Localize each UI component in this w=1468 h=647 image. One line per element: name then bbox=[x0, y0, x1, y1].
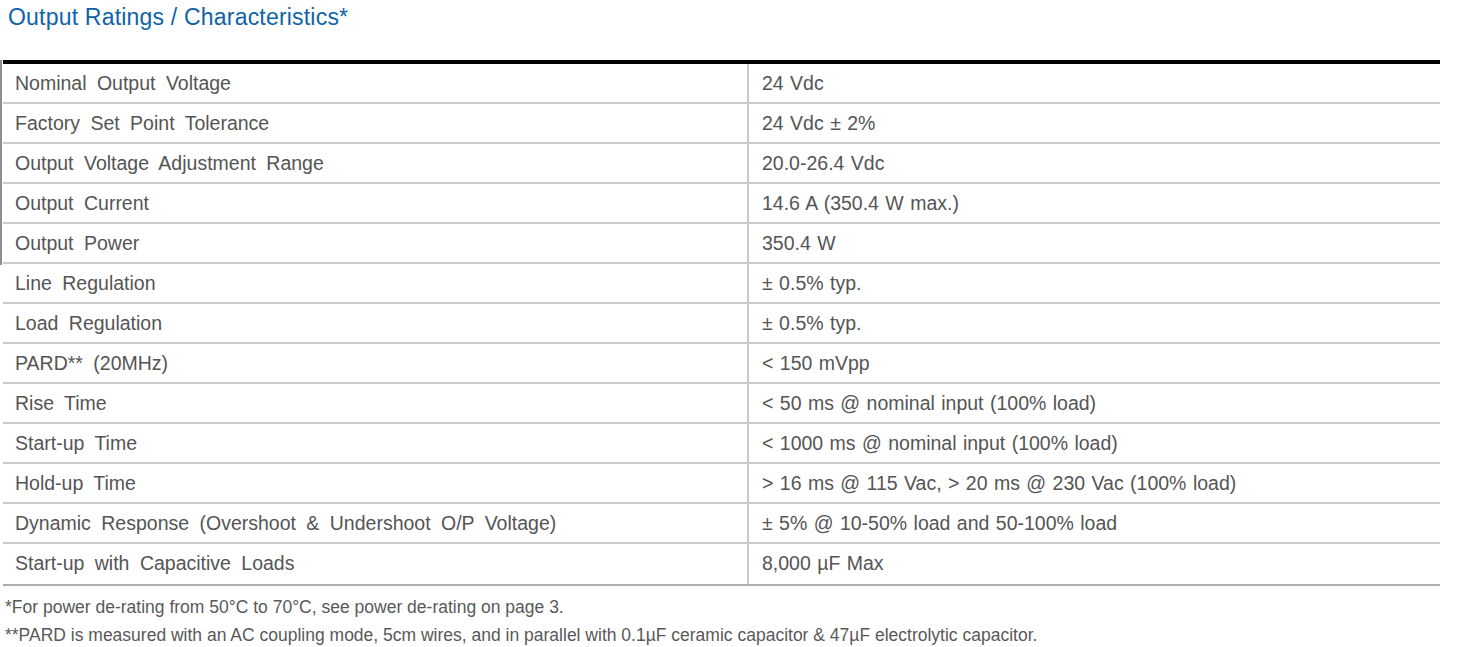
spec-value: 24 Vdc bbox=[749, 64, 1440, 102]
spec-value: 350.4 W bbox=[749, 224, 1440, 262]
table-row: Start-up with Capacitive Loads 8,000 µF … bbox=[3, 544, 1440, 584]
table-row: Line Regulation ± 0.5% typ. bbox=[3, 264, 1440, 304]
table-row: Factory Set Point Tolerance 24 Vdc ± 2% bbox=[3, 104, 1440, 144]
spec-value: 8,000 µF Max bbox=[749, 544, 1440, 584]
table-row: Rise Time < 50 ms @ nominal input (100% … bbox=[3, 384, 1440, 424]
spec-value: ± 0.5% typ. bbox=[749, 304, 1440, 342]
footnotes: *For power de-rating from 50°C to 70°C, … bbox=[5, 593, 1037, 647]
spec-label: Output Voltage Adjustment Range bbox=[3, 144, 749, 182]
spec-label: Start-up Time bbox=[3, 424, 749, 462]
spec-value: > 16 ms @ 115 Vac, > 20 ms @ 230 Vac (10… bbox=[749, 464, 1440, 502]
spec-label: Factory Set Point Tolerance bbox=[3, 104, 749, 142]
spec-value: 14.6 A (350.4 W max.) bbox=[749, 184, 1440, 222]
spec-label: Nominal Output Voltage bbox=[3, 64, 749, 102]
spec-label: Hold-up Time bbox=[3, 464, 749, 502]
spec-label: PARD** (20MHz) bbox=[3, 344, 749, 382]
table-row: Hold-up Time > 16 ms @ 115 Vac, > 20 ms … bbox=[3, 464, 1440, 504]
table-row: Output Voltage Adjustment Range 20.0-26.… bbox=[3, 144, 1440, 184]
spec-value: < 1000 ms @ nominal input (100% load) bbox=[749, 424, 1440, 462]
footnote-pard-measurement: **PARD is measured with an AC coupling m… bbox=[5, 621, 1037, 647]
spec-value: 24 Vdc ± 2% bbox=[749, 104, 1440, 142]
table-row: Output Current 14.6 A (350.4 W max.) bbox=[3, 184, 1440, 224]
table-row: PARD** (20MHz) < 150 mVpp bbox=[3, 344, 1440, 384]
spec-label: Output Current bbox=[3, 184, 749, 222]
spec-value: ± 0.5% typ. bbox=[749, 264, 1440, 302]
table-left-edge-line bbox=[0, 60, 2, 265]
spec-value: 20.0-26.4 Vdc bbox=[749, 144, 1440, 182]
spec-label: Start-up with Capacitive Loads bbox=[3, 544, 749, 584]
table-row: Start-up Time < 1000 ms @ nominal input … bbox=[3, 424, 1440, 464]
table-row: Nominal Output Voltage 24 Vdc bbox=[3, 64, 1440, 104]
datasheet-page: Output Ratings / Characteristics* Nomina… bbox=[0, 0, 1468, 647]
table-row: Load Regulation ± 0.5% typ. bbox=[3, 304, 1440, 344]
spec-label: Line Regulation bbox=[3, 264, 749, 302]
footnote-power-derating: *For power de-rating from 50°C to 70°C, … bbox=[5, 593, 1037, 621]
spec-label: Output Power bbox=[3, 224, 749, 262]
output-ratings-table: Nominal Output Voltage 24 Vdc Factory Se… bbox=[3, 60, 1440, 586]
page-title: Output Ratings / Characteristics* bbox=[8, 4, 348, 31]
spec-value: ± 5% @ 10-50% load and 50-100% load bbox=[749, 504, 1440, 542]
spec-label: Load Regulation bbox=[3, 304, 749, 342]
spec-value: < 50 ms @ nominal input (100% load) bbox=[749, 384, 1440, 422]
table-row: Output Power 350.4 W bbox=[3, 224, 1440, 264]
spec-value: < 150 mVpp bbox=[749, 344, 1440, 382]
table-row: Dynamic Response (Overshoot & Undershoot… bbox=[3, 504, 1440, 544]
spec-label: Dynamic Response (Overshoot & Undershoot… bbox=[3, 504, 749, 542]
spec-label: Rise Time bbox=[3, 384, 749, 422]
